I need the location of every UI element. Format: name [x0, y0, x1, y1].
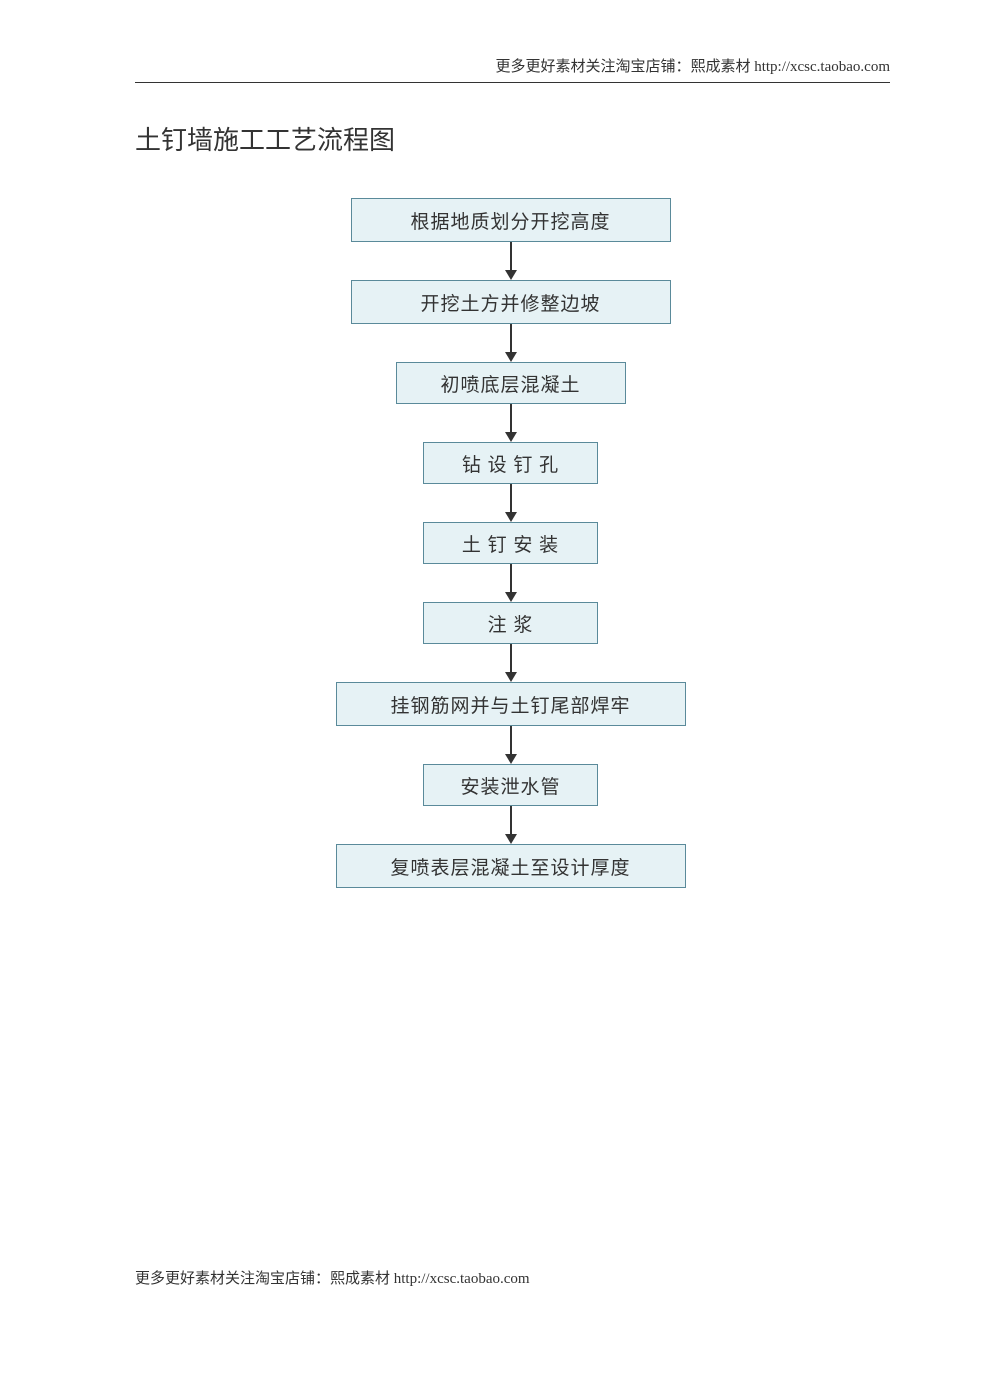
page-header: 更多更好素材关注淘宝店铺：熙成素材 http://xcsc.taobao.com: [135, 55, 890, 83]
flow-arrow-3: [505, 484, 517, 522]
flow-arrow-2: [505, 404, 517, 442]
flowchart-container: 根据地质划分开挖高度开挖土方并修整边坡初喷底层混凝土钻 设 钉 孔土 钉 安 装…: [0, 198, 985, 888]
flow-node-2: 初喷底层混凝土: [396, 362, 626, 404]
flow-arrow-6: [505, 726, 517, 764]
flow-node-7: 安装泄水管: [423, 764, 598, 806]
flow-node-5: 注 浆: [423, 602, 598, 644]
header-text: 更多更好素材关注淘宝店铺：熙成素材 http://xcsc.taobao.com: [135, 55, 890, 82]
flow-node-4: 土 钉 安 装: [423, 522, 598, 564]
flow-arrow-0: [505, 242, 517, 280]
flow-node-0: 根据地质划分开挖高度: [351, 198, 671, 242]
page-title: 土钉墙施工工艺流程图: [135, 120, 395, 157]
flow-node-3: 钻 设 钉 孔: [423, 442, 598, 484]
flow-node-8: 复喷表层混凝土至设计厚度: [336, 844, 686, 888]
flow-node-6: 挂钢筋网并与土钉尾部焊牢: [336, 682, 686, 726]
flow-arrow-5: [505, 644, 517, 682]
flow-arrow-4: [505, 564, 517, 602]
flow-node-1: 开挖土方并修整边坡: [351, 280, 671, 324]
page-footer: 更多更好素材关注淘宝店铺：熙成素材 http://xcsc.taobao.com: [135, 1267, 530, 1288]
header-underline: [135, 82, 890, 83]
flow-arrow-1: [505, 324, 517, 362]
flow-arrow-7: [505, 806, 517, 844]
